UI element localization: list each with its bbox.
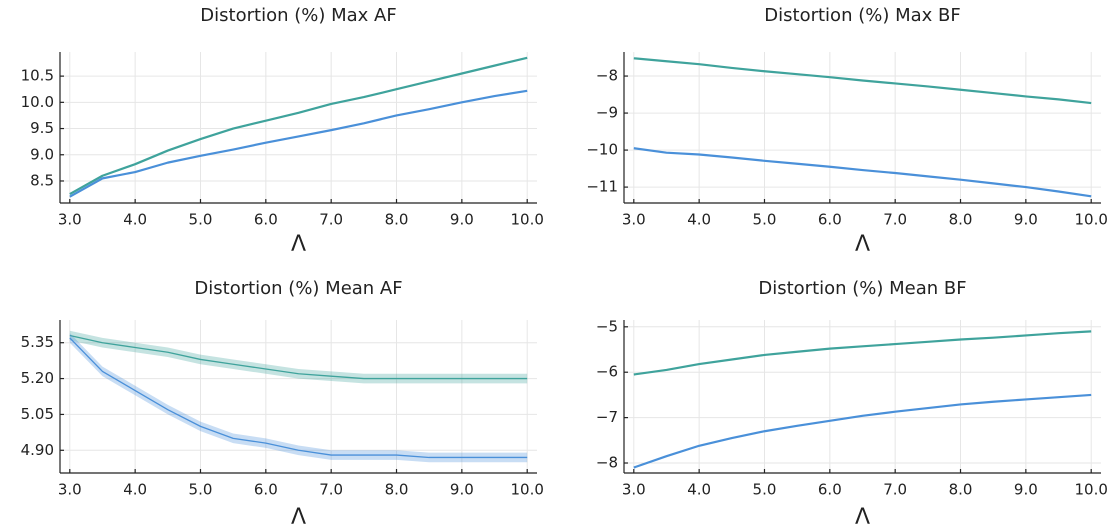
chart-title: Distortion (%) Max BF [764, 5, 960, 26]
x-tick-label: 4.0 [687, 211, 711, 229]
y-tick-label: 10.0 [21, 93, 54, 111]
y-tick-label: 4.90 [21, 441, 54, 459]
series-line [69, 89, 528, 198]
y-tick-label: 5.05 [21, 405, 54, 423]
x-tick-label: 9.0 [450, 481, 474, 499]
x-tick-label: 10.0 [1074, 211, 1107, 229]
x-tick-label: 6.0 [818, 481, 842, 499]
x-axis-label: Λ [291, 232, 306, 257]
series-line [69, 334, 528, 380]
x-tick-label: 7.0 [319, 211, 343, 229]
series-line [69, 56, 528, 196]
x-tick-label: 3.0 [622, 481, 646, 499]
x-tick-label: 8.0 [949, 211, 973, 229]
x-tick-label: 9.0 [1014, 211, 1038, 229]
x-tick-label: 3.0 [58, 211, 82, 229]
x-tick-label: 5.0 [189, 211, 213, 229]
x-tick-label: 5.0 [189, 481, 213, 499]
series-line [633, 330, 1092, 376]
x-tick-label: 5.0 [753, 481, 777, 499]
x-tick-label: 3.0 [622, 211, 646, 229]
x-tick-label: 8.0 [385, 481, 409, 499]
x-tick-label: 5.0 [753, 211, 777, 229]
x-tick-label: 10.0 [510, 481, 543, 499]
x-tick-label: 7.0 [883, 211, 907, 229]
y-tick-label: −9 [596, 104, 618, 122]
y-tick-label: −7 [596, 408, 618, 426]
x-tick-label: 4.0 [687, 481, 711, 499]
y-tick-label: −11 [586, 178, 618, 196]
x-tick-label: 6.0 [254, 481, 278, 499]
x-tick-label: 7.0 [319, 481, 343, 499]
y-tick-label: 5.35 [21, 333, 54, 351]
series-line [633, 57, 1092, 105]
series-line [633, 393, 1092, 469]
x-tick-label: 9.0 [450, 211, 474, 229]
x-tick-label: 9.0 [1014, 481, 1038, 499]
y-tick-label: 9.0 [30, 145, 54, 163]
chart-title: Distortion (%) Mean BF [758, 278, 966, 299]
series-line [69, 337, 528, 459]
y-tick-label: −10 [586, 141, 618, 159]
x-tick-label: 8.0 [385, 211, 409, 229]
x-tick-label: 3.0 [58, 481, 82, 499]
x-axis-label: Λ [855, 505, 870, 528]
x-tick-label: 6.0 [818, 211, 842, 229]
y-tick-label: −8 [596, 454, 618, 472]
x-tick-label: 7.0 [883, 481, 907, 499]
x-tick-label: 10.0 [1074, 481, 1107, 499]
y-tick-label: −6 [596, 363, 618, 381]
y-tick-label: 10.5 [21, 67, 54, 85]
y-tick-label: 5.20 [21, 369, 54, 387]
confidence-band [69, 330, 528, 384]
x-tick-label: 4.0 [123, 211, 147, 229]
chart-title: Distortion (%) Max AF [200, 5, 396, 26]
y-tick-label: −5 [596, 317, 618, 335]
series-line [633, 147, 1092, 198]
x-tick-label: 4.0 [123, 481, 147, 499]
y-tick-label: 9.5 [30, 119, 54, 137]
y-tick-label: 8.5 [30, 171, 54, 189]
y-tick-label: −8 [596, 67, 618, 85]
x-axis-label: Λ [855, 232, 870, 257]
x-tick-label: 10.0 [510, 211, 543, 229]
x-tick-label: 6.0 [254, 211, 278, 229]
x-tick-label: 8.0 [949, 481, 973, 499]
chart-title: Distortion (%) Mean AF [194, 278, 402, 299]
x-axis-label: Λ [291, 505, 306, 528]
